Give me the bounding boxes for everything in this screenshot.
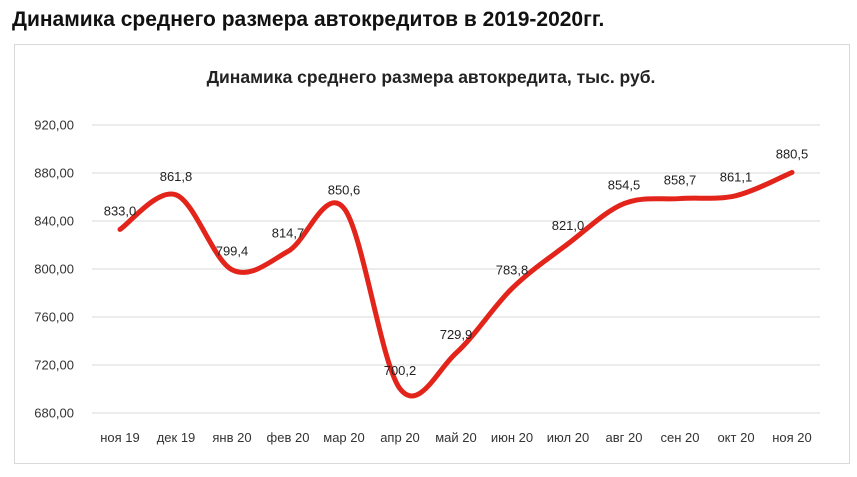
data-label: 729,9 — [440, 327, 473, 342]
series-line — [117, 169, 795, 399]
x-tick-label: дек 19 — [157, 430, 196, 445]
x-tick-label: сен 20 — [661, 430, 700, 445]
data-label: 833,0 — [104, 203, 137, 218]
x-tick-label: ноя 20 — [772, 430, 812, 445]
data-label: 814,7 — [272, 225, 305, 240]
chart-title: Динамика среднего размера автокредита, т… — [207, 67, 656, 87]
data-labels: 833,0 861,8 799,4 814,7 850,6 700,2 729,9 783,8… — [104, 146, 809, 377]
series-line-group — [117, 169, 795, 399]
y-tick-label: 880,00 — [34, 166, 74, 181]
x-tick-label: июл 20 — [547, 430, 589, 445]
data-label: 821,0 — [552, 218, 585, 233]
y-tick-label: 720,00 — [34, 358, 74, 373]
x-tick-label: мар 20 — [323, 430, 364, 445]
y-tick-label: 920,00 — [34, 118, 74, 133]
data-label: 799,4 — [216, 244, 249, 259]
data-label: 861,1 — [720, 170, 753, 185]
page-heading: Динамика среднего размера автокредитов в… — [12, 8, 605, 31]
y-tick-label: 680,00 — [34, 406, 74, 421]
data-label: 880,5 — [776, 146, 809, 161]
data-label: 858,7 — [664, 173, 697, 188]
x-tick-label: окт 20 — [717, 430, 754, 445]
y-tick-label: 800,00 — [34, 262, 74, 277]
x-tick-label: июн 20 — [491, 430, 533, 445]
x-tick-label: ноя 19 — [100, 430, 140, 445]
x-axis-ticks: ноя 19 дек 19 янв 20 фев 20 мар 20 апр 20 май … — [100, 430, 812, 445]
data-label: 850,6 — [328, 182, 361, 197]
gridlines — [92, 124, 820, 414]
chart-frame — [14, 44, 850, 464]
y-tick-label: 840,00 — [34, 214, 74, 229]
x-tick-label: май 20 — [435, 430, 477, 445]
y-tick-label: 760,00 — [34, 310, 74, 325]
data-label: 861,8 — [160, 169, 193, 184]
data-label: 783,8 — [496, 262, 529, 277]
y-axis-ticks: 680,00 720,00 760,00 800,00 840,00 880,00 920,… — [34, 118, 74, 421]
x-tick-label: янв 20 — [212, 430, 251, 445]
x-tick-label: фев 20 — [267, 430, 310, 445]
data-label: 854,5 — [608, 178, 641, 193]
data-label: 700,2 — [384, 363, 417, 378]
x-tick-label: апр 20 — [380, 430, 420, 445]
x-tick-label: авг 20 — [606, 430, 643, 445]
